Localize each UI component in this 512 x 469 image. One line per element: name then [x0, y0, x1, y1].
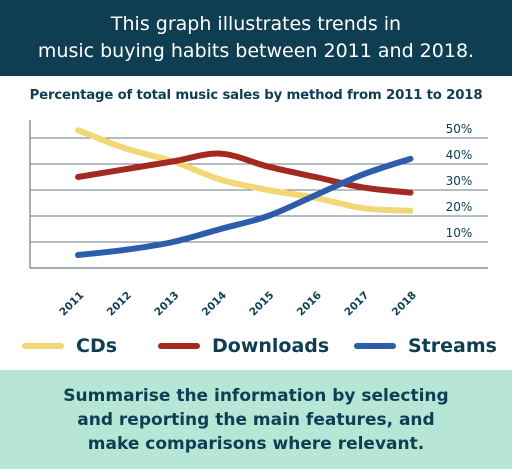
- y-tick-label: 20%: [446, 200, 473, 214]
- grid-lines: [29, 120, 488, 269]
- x-tick-label: 2014: [200, 289, 229, 318]
- legend-swatch-cds: [22, 343, 64, 349]
- legend-item-downloads: Downloads: [158, 333, 329, 359]
- chart-title: Percentage of total music sales by metho…: [29, 88, 483, 103]
- x-tick-label: 2011: [57, 289, 86, 318]
- instruction-banner: Summarise the information by selecting a…: [0, 370, 512, 469]
- series-line-streams: [75, 155, 414, 258]
- legend-swatch-streams: [354, 343, 396, 349]
- header-line-1: This graph illustrates trends in: [110, 13, 402, 35]
- legend-swatch-downloads: [158, 343, 200, 349]
- x-tick-label: 2015: [247, 289, 276, 318]
- legend-label-cds: CDs: [76, 335, 118, 357]
- series-line-cds: [75, 127, 414, 214]
- line-chart: 10% 20% 30% 40% 50% 2011 2012 2013 2014 2015 2016 2…: [29, 120, 488, 318]
- y-tick-label: 40%: [446, 148, 473, 162]
- header-banner: This graph illustrates trends in music b…: [0, 0, 512, 76]
- instruction-line-2: and reporting the main features, and: [77, 409, 435, 430]
- y-tick-label: 50%: [446, 122, 473, 136]
- x-tick-label: 2013: [152, 289, 181, 318]
- y-tick-label: 30%: [446, 174, 473, 188]
- legend: CDs Downloads Streams: [0, 333, 512, 359]
- instruction-line-3: make comparisons where relevant.: [87, 433, 425, 454]
- legend-item-cds: CDs: [22, 333, 117, 359]
- x-tick-label: 2016: [295, 289, 324, 318]
- x-tick-label: 2012: [105, 289, 134, 318]
- instruction-line-1: Summarise the information by selecting: [63, 385, 449, 406]
- y-tick-label: 10%: [446, 226, 473, 240]
- x-tick-label: 2018: [390, 289, 419, 318]
- series-lines: [75, 127, 414, 258]
- legend-label-downloads: Downloads: [212, 335, 330, 357]
- header-line-2: music buying habits between 2011 and 201…: [37, 40, 475, 62]
- legend-label-streams: Streams: [408, 335, 497, 357]
- legend-item-streams: Streams: [354, 333, 497, 359]
- x-tick-label: 2017: [342, 289, 371, 318]
- series-line-downloads: [75, 150, 414, 196]
